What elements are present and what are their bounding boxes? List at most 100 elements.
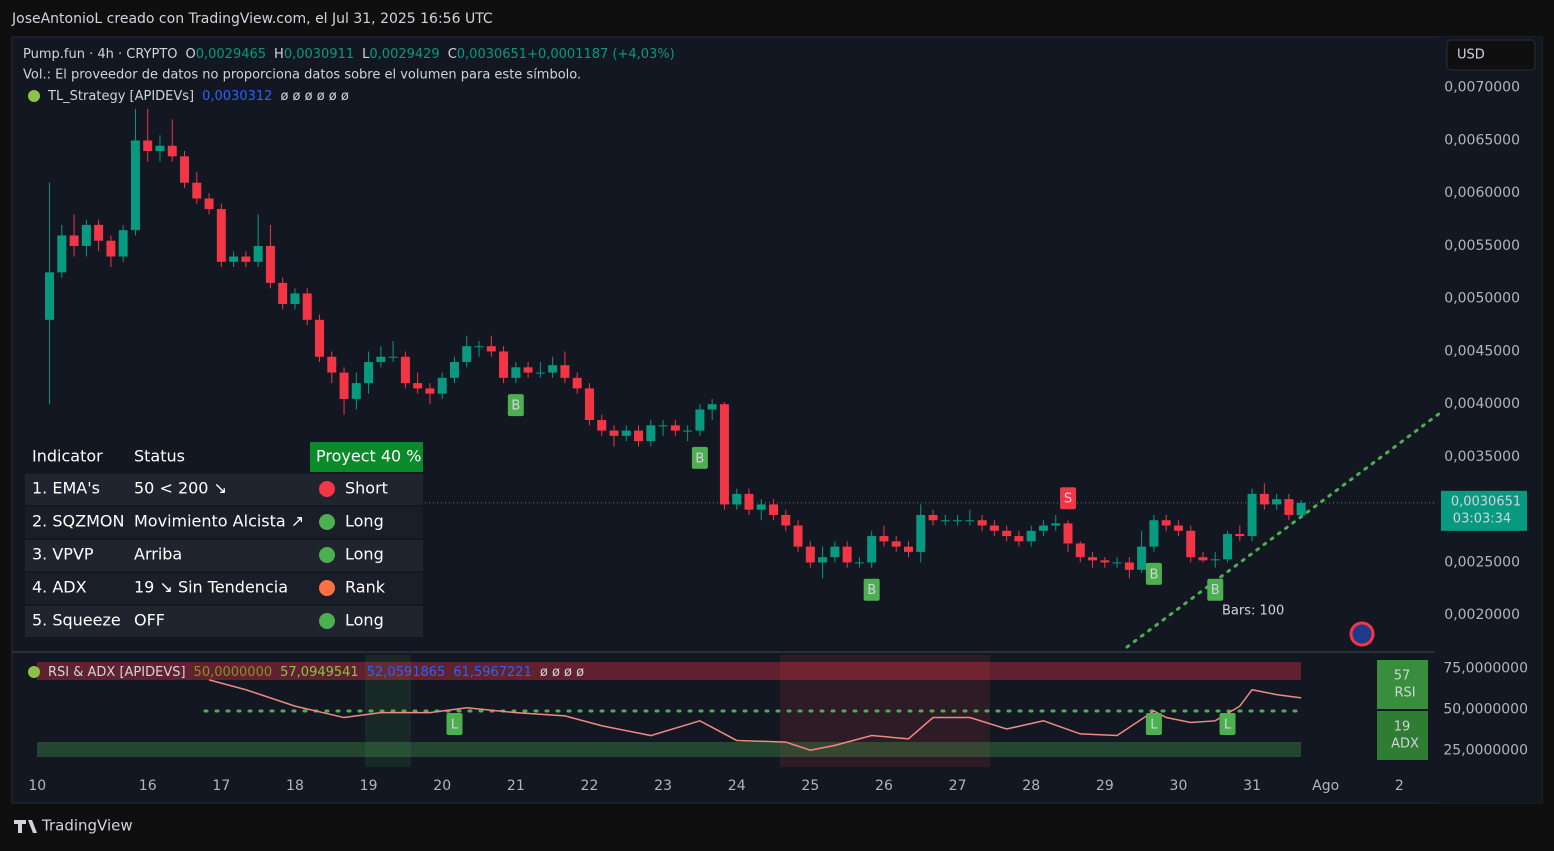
- indicator-legend: TL_Strategy [APIDEVs] 0,0030312 ø ø ø ø ø …: [47, 89, 349, 104]
- x-tick-label: 18: [286, 778, 304, 794]
- x-tick-label: 27: [949, 778, 967, 794]
- candle-body: [1173, 525, 1183, 531]
- candle-body: [670, 425, 680, 431]
- candle-body: [130, 140, 140, 231]
- candle-body: [1137, 546, 1147, 570]
- candle-body: [1296, 502, 1306, 516]
- table-cell: 19 ↘ Sin Tendencia: [134, 578, 288, 597]
- candle-body: [1259, 493, 1269, 505]
- table-cell: Long: [345, 545, 384, 564]
- table-row: [25, 474, 423, 505]
- candle-body: [940, 520, 950, 522]
- signal-box: [863, 578, 880, 601]
- brand: TradingView: [41, 817, 133, 835]
- x-tick-label: 28: [1022, 778, 1040, 794]
- signal-label: B: [511, 399, 520, 414]
- status-dot: [319, 580, 335, 596]
- candle-body: [1223, 533, 1233, 560]
- y-tick-label: 0,0035000: [1444, 449, 1520, 465]
- candle-body: [1198, 557, 1208, 561]
- countdown: 03:03:34: [1453, 511, 1511, 526]
- x-tick-label: 17: [212, 778, 230, 794]
- candle-body: [903, 546, 913, 552]
- candle-body: [854, 562, 864, 564]
- candle-body: [928, 514, 938, 521]
- table-cell: 50 < 200 ↘: [134, 479, 227, 498]
- signal-box: [1060, 487, 1077, 510]
- candle-body: [57, 235, 67, 273]
- y-tick-label: 50,0000000: [1443, 701, 1528, 717]
- y-tick-label: 0,0020000: [1444, 607, 1520, 623]
- table-cell: Long: [345, 512, 384, 531]
- signal-label: B: [695, 451, 704, 466]
- candle-body: [376, 356, 386, 363]
- candle-body: [180, 156, 190, 183]
- table-cell: 1. EMA's: [32, 479, 100, 498]
- signal-label: L: [1150, 718, 1158, 733]
- table-cell: 2. SQZMON: [32, 512, 124, 531]
- candle-body: [486, 346, 496, 352]
- chart-frame: [11, 36, 1543, 804]
- indicator-icon: [28, 90, 40, 102]
- candle-body: [1124, 562, 1134, 570]
- badge-name: ADX: [1391, 737, 1419, 752]
- x-tick-label: Ago: [1312, 778, 1339, 794]
- flag-icon[interactable]: [1349, 621, 1375, 647]
- ohlc-key: O: [186, 47, 196, 62]
- candle-body: [719, 404, 729, 505]
- candle-body: [621, 430, 631, 436]
- candle-body: [1149, 520, 1159, 547]
- y-tick-label: 0,0070000: [1444, 80, 1520, 96]
- candle-body: [1088, 557, 1098, 561]
- signal-box: [1207, 578, 1224, 601]
- currency-button[interactable]: [1446, 39, 1536, 71]
- indicator-icon: [28, 666, 40, 678]
- table-cell: Rank: [345, 578, 386, 597]
- ohlc-key: L: [362, 47, 370, 62]
- rsi-legend-value: 57,0949541: [280, 665, 359, 680]
- candle-body: [216, 209, 226, 262]
- candle-body: [683, 430, 693, 432]
- candle-body: [511, 367, 521, 378]
- ohlc-value: 0,0030651: [457, 47, 527, 62]
- rsi-legend-value: ø ø ø ø: [540, 665, 584, 680]
- rsi-legend-value: 50,0000000: [194, 665, 273, 680]
- candle-body: [523, 367, 533, 373]
- candle-body: [229, 256, 239, 262]
- candle-body: [1210, 559, 1220, 561]
- candle-body: [1284, 499, 1294, 515]
- candle-body: [1100, 560, 1110, 563]
- candle-body: [327, 356, 337, 373]
- overbought-band: [37, 662, 1301, 680]
- candle-body: [290, 293, 300, 304]
- ohlc-value: 0,0029429: [369, 47, 439, 62]
- y-tick-label: 0,0050000: [1444, 291, 1520, 307]
- table-highlight: [310, 442, 423, 472]
- credit: JoseAntonioL creado con TradingView.com,…: [11, 11, 493, 27]
- signal-box: [1145, 713, 1162, 735]
- candle-body: [106, 240, 116, 257]
- candle-body: [977, 520, 987, 526]
- signal-box: [1145, 562, 1162, 585]
- currency: USD: [1457, 48, 1485, 63]
- price-tag: [1441, 490, 1527, 531]
- price-tag-value: 0,0030651: [1451, 494, 1521, 509]
- badge-name: RSI: [1394, 686, 1415, 701]
- x-tick-label: 19: [360, 778, 378, 794]
- candle-body: [1186, 530, 1196, 558]
- candle-body: [867, 536, 877, 563]
- candle-body: [965, 520, 975, 522]
- table-cell: OFF: [134, 611, 165, 630]
- table-cell: Arriba: [134, 545, 182, 564]
- rsi-legend: RSI & ADX [APIDEVS] 50,0000000 57,0949541 5…: [48, 665, 584, 680]
- status-dot: [319, 514, 335, 530]
- candle-body: [265, 245, 275, 283]
- candle-body: [1272, 499, 1282, 505]
- signal-label: B: [867, 583, 876, 598]
- candle-body: [81, 224, 91, 246]
- candle-body: [1038, 525, 1048, 531]
- status-dot: [319, 613, 335, 629]
- x-tick-label: 29: [1096, 778, 1114, 794]
- candle-body: [695, 409, 705, 431]
- candle-body: [69, 235, 79, 246]
